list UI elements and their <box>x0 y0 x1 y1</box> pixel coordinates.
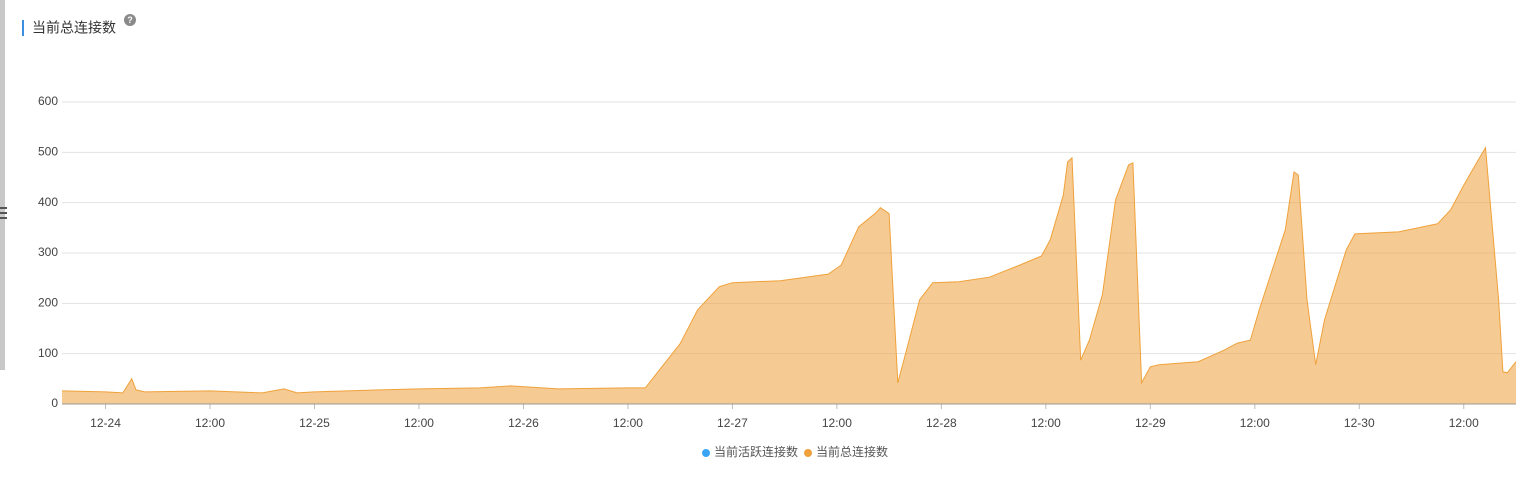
x-tick-label: 12:00 <box>195 416 225 430</box>
x-tick-label: 12:00 <box>613 416 643 430</box>
help-icon[interactable]: ? <box>124 14 136 26</box>
y-tick-label: 600 <box>38 94 58 108</box>
x-tick-label: 12-24 <box>90 416 121 430</box>
y-tick-label: 100 <box>38 346 58 360</box>
legend-label: 当前活跃连接数 <box>714 444 798 459</box>
y-tick-label: 400 <box>38 195 58 209</box>
x-tick-label: 12:00 <box>1449 416 1479 430</box>
y-tick-label: 200 <box>38 296 58 310</box>
y-tick-label: 300 <box>38 245 58 259</box>
x-tick-label: 12:00 <box>822 416 852 430</box>
x-tick-label: 12:00 <box>404 416 434 430</box>
menu-icon[interactable] <box>0 207 7 219</box>
x-tick-label: 12-30 <box>1344 416 1375 430</box>
x-tick-label: 12-25 <box>299 416 330 430</box>
x-tick-label: 12-26 <box>508 416 539 430</box>
y-tick-label: 0 <box>51 396 58 410</box>
svg-text:?: ? <box>127 15 133 25</box>
x-tick-label: 12:00 <box>1031 416 1061 430</box>
line <box>61 146 1517 394</box>
chart-title: 当前总连接数 <box>32 20 116 36</box>
side-scrollbar <box>0 0 5 370</box>
area <box>62 147 1516 405</box>
legend-marker <box>804 449 813 457</box>
x-tick-label: 12:00 <box>1240 416 1270 430</box>
legend-label: 当前总连接数 <box>816 444 888 459</box>
x-tick-label: 12-27 <box>717 416 748 430</box>
title-marker <box>22 20 24 36</box>
x-tick-label: 12-28 <box>926 416 957 430</box>
y-tick-label: 500 <box>38 145 58 159</box>
x-tick-label: 12-29 <box>1135 416 1166 430</box>
legend-marker <box>702 449 710 457</box>
